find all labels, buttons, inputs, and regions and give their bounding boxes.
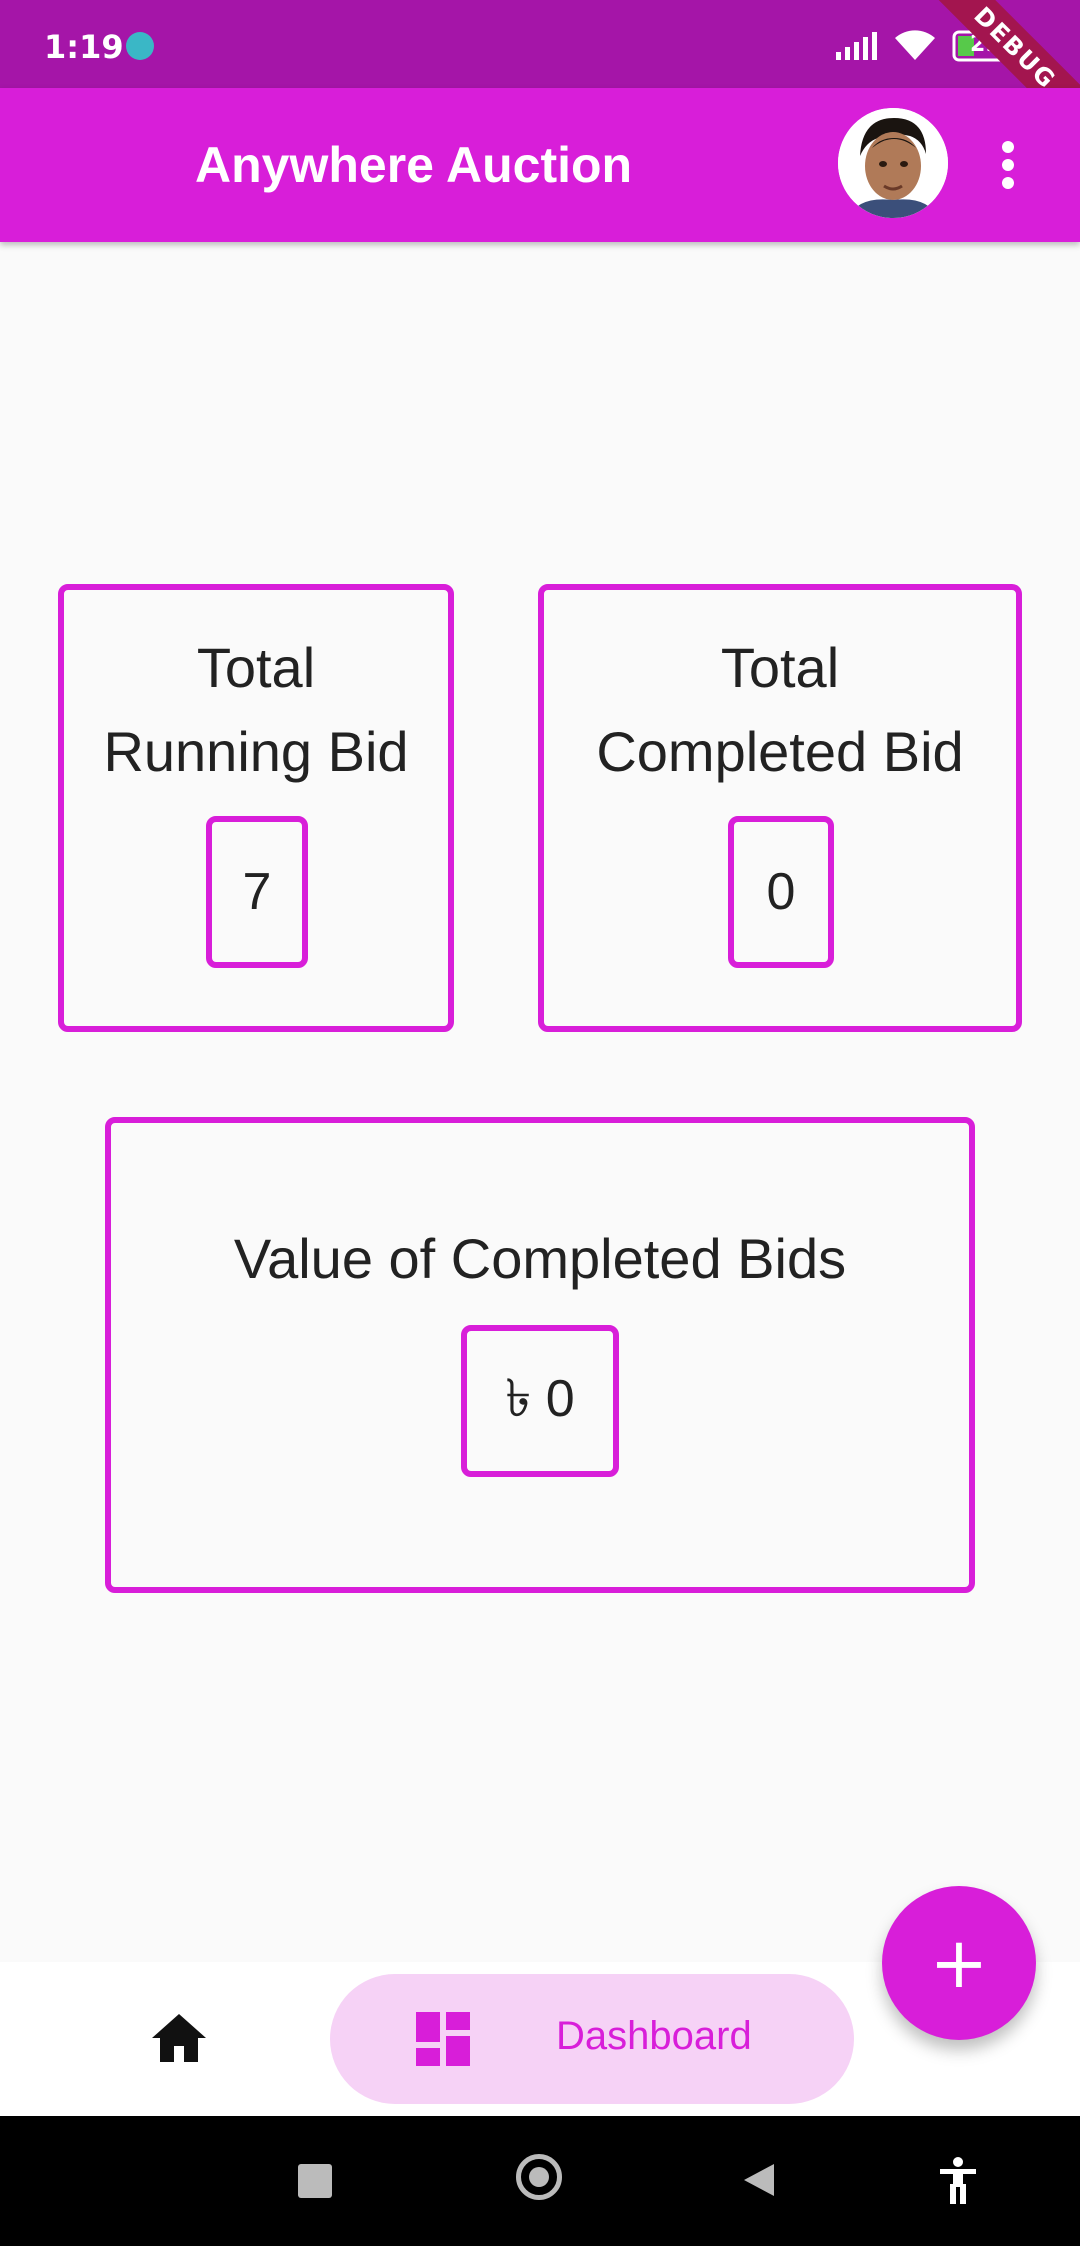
completed-bid-value: 0 xyxy=(728,816,834,968)
total-completed-bid-card: Total Completed Bid 0 xyxy=(538,584,1022,1032)
avatar-photo xyxy=(838,108,948,218)
value-completed-bids-card: Value of Completed Bids ৳ 0 xyxy=(105,1117,975,1593)
app-title: Anywhere Auction xyxy=(195,137,633,193)
total-running-bid-card: Total Running Bid 7 xyxy=(58,584,454,1032)
card-title-line2: Completed Bid xyxy=(596,720,964,783)
home-button-dot xyxy=(529,2167,549,2187)
plus-icon: + xyxy=(929,1922,989,2004)
card-title-line1: Total xyxy=(196,636,316,699)
add-button[interactable]: + xyxy=(882,1886,1036,2040)
back-button[interactable] xyxy=(742,2162,776,2198)
recents-button[interactable] xyxy=(298,2164,332,2198)
accessibility-icon[interactable] xyxy=(938,2156,978,2204)
home-button[interactable] xyxy=(516,2154,562,2200)
signal-icon xyxy=(836,32,877,60)
completed-bids-amount: ৳ 0 xyxy=(505,1369,575,1428)
user-avatar[interactable] xyxy=(838,108,948,218)
android-notification-icon xyxy=(126,32,154,60)
card-title: Value of Completed Bids xyxy=(233,1227,847,1290)
nav-item-dashboard[interactable]: Dashboard xyxy=(330,1974,854,2104)
app-bar: Anywhere Auction xyxy=(0,88,1080,242)
nav-item-label: Dashboard xyxy=(556,2014,752,2058)
dashboard-icon xyxy=(416,2012,470,2066)
more-vert-icon[interactable] xyxy=(1000,140,1016,190)
home-icon[interactable] xyxy=(150,2012,208,2064)
completed-bid-count: 0 xyxy=(766,863,796,921)
wifi-icon xyxy=(895,30,935,60)
completed-bids-value: ৳ 0 xyxy=(461,1325,619,1477)
system-navigation-bar xyxy=(0,2116,1080,2246)
running-bid-count: 7 xyxy=(242,863,272,921)
running-bid-value: 7 xyxy=(206,816,308,968)
card-title-line2: Running Bid xyxy=(103,720,409,783)
card-title-line1: Total xyxy=(720,636,840,699)
status-bar: 1:19 29 DEBUG xyxy=(0,0,1080,144)
status-time: 1:19 xyxy=(44,28,124,66)
